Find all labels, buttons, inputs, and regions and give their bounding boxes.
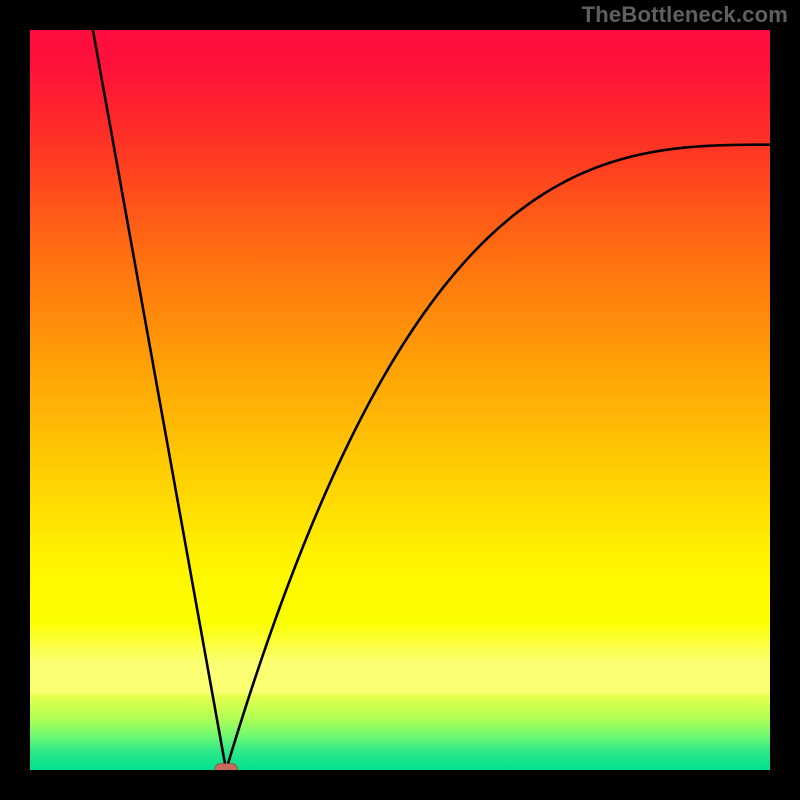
chart-container: TheBottleneck.com: [0, 0, 800, 800]
watermark-text: TheBottleneck.com: [582, 2, 788, 28]
chart-svg: [0, 0, 800, 800]
chart-background-gradient: [30, 30, 770, 770]
